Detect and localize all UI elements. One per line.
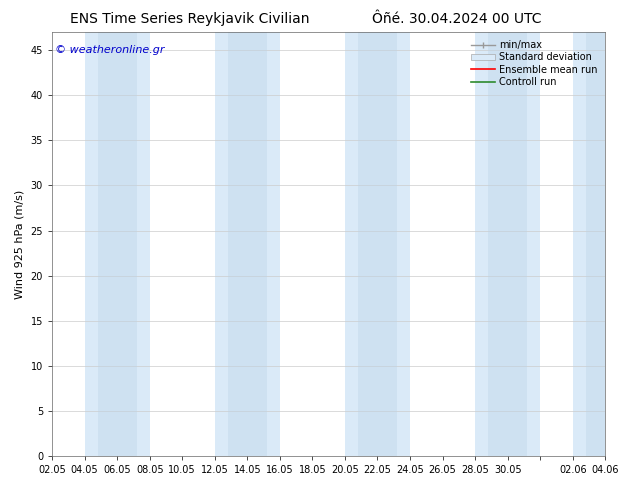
Bar (215, 32, 280, 456)
Bar (84, 32, 150, 456)
Bar (488, 32, 527, 456)
Text: © weatheronline.gr: © weatheronline.gr (55, 45, 164, 55)
Bar (358, 32, 397, 456)
Bar (573, 32, 634, 456)
Bar (475, 32, 540, 456)
Bar (228, 32, 267, 456)
Bar (345, 32, 410, 456)
Legend: min/max, Standard deviation, Ensemble mean run, Controll run: min/max, Standard deviation, Ensemble me… (468, 37, 600, 90)
Y-axis label: Wind 925 hPa (m/s): Wind 925 hPa (m/s) (15, 190, 25, 299)
Bar (586, 32, 624, 456)
Bar (98, 32, 137, 456)
Text: ENS Time Series Reykjavik Civilian: ENS Time Series Reykjavik Civilian (70, 12, 310, 26)
Text: Ôñé. 30.04.2024 00 UTC: Ôñé. 30.04.2024 00 UTC (372, 12, 541, 26)
